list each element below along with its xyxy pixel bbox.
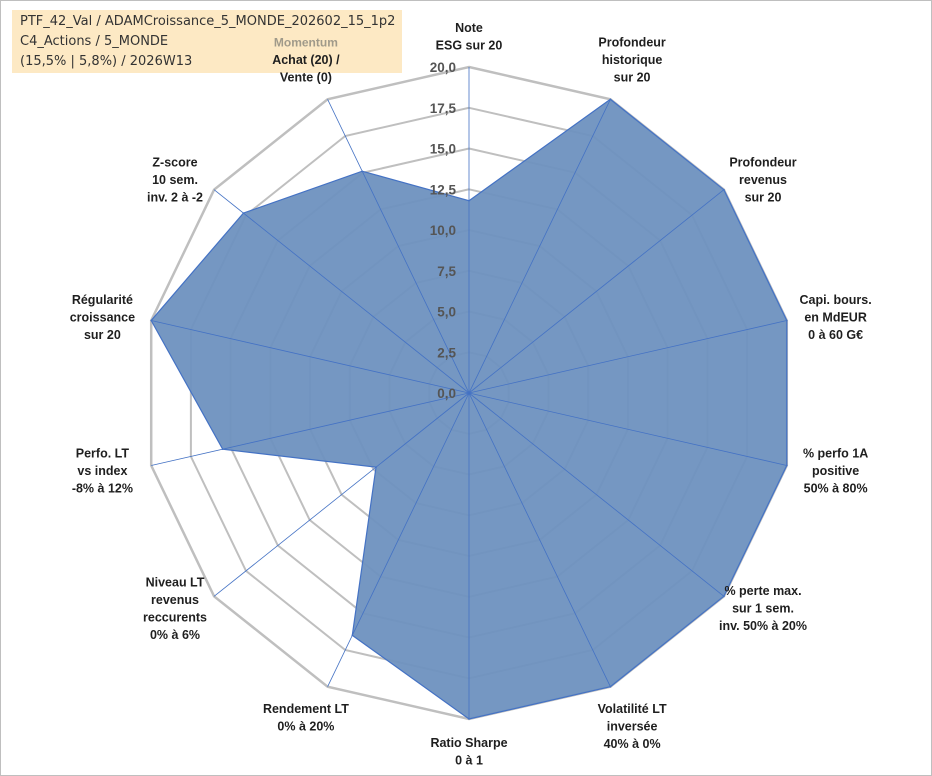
- category-label-line: Achat (20) /: [272, 53, 340, 67]
- category-label: Capi. bours. en MdEUR 0 à 60 G€: [799, 293, 871, 342]
- category-label-line: vs index: [77, 464, 127, 478]
- category-label: Perfo. LT vs index -8% à 12%: [72, 446, 133, 495]
- portfolio-name: PTF_42_Val / ADAMCroissance_5_MONDE_2026…: [20, 14, 396, 29]
- tick-label: 5,0: [437, 305, 456, 320]
- category-label-line: inv. 2 à -2: [147, 190, 203, 204]
- radar-tick-labels: 0,0 2,5 5,0 7,5 10,0 12,5 15,0 17,5 20,0: [430, 60, 457, 401]
- category-label-line: inversée: [607, 719, 658, 733]
- axis-spoke: [327, 392, 470, 687]
- category-label-line: Note: [455, 21, 483, 35]
- category-label: Niveau LT revenus reccurents 0% à 6%: [143, 576, 207, 643]
- portfolio-info-box: PTF_42_Val / ADAMCroissance_5_MONDE_2026…: [12, 10, 402, 73]
- category-label: Profondeur historique sur 20: [598, 36, 665, 85]
- axis-spoke: [468, 99, 611, 394]
- category-label-line: Ratio Sharpe: [430, 736, 507, 750]
- category-label-line: Niveau LT: [146, 576, 205, 590]
- category-label-line: Rendement LT: [263, 702, 349, 716]
- category-label-line: revenus: [739, 173, 787, 187]
- asset-class: C4_Actions / 5_MONDE: [20, 34, 169, 49]
- category-label: Note ESG sur 20: [436, 21, 503, 53]
- radar-category-labels: Note ESG sur 20 Profondeur historique sur 20…: [70, 21, 872, 768]
- category-label-line: sur 20: [745, 190, 782, 204]
- axis-spoke: [468, 320, 787, 394]
- category-tag: Momentum: [274, 36, 338, 50]
- category-label-line: Profondeur: [729, 155, 796, 169]
- axis-spoke: [468, 392, 725, 597]
- axis-spoke: [213, 392, 470, 597]
- category-label-line: Z-score: [152, 155, 197, 169]
- axis-spoke: [151, 392, 470, 466]
- category-label-line: % perfo 1A: [803, 446, 868, 460]
- category-label: Régularité croissance sur 20: [70, 293, 135, 342]
- category-label-line: sur 20: [84, 328, 121, 342]
- category-label-line: croissance: [70, 311, 135, 325]
- category-label-line: 10 sem.: [152, 173, 198, 187]
- category-label: Z-score 10 sem. inv. 2 à -2: [147, 155, 203, 204]
- category-label-line: inv. 50% à 20%: [719, 619, 807, 633]
- category-label-line: 0% à 20%: [277, 719, 334, 733]
- axis-spoke: [151, 320, 470, 394]
- category-label-line: -8% à 12%: [72, 481, 133, 495]
- category-label: Ratio Sharpe 0 à 1: [430, 736, 507, 768]
- category-label: % perte max. sur 1 sem. inv. 50% à 20%: [719, 584, 807, 633]
- tick-label: 17,5: [430, 101, 457, 116]
- category-label-line: Profondeur: [598, 36, 665, 50]
- category-label-line: 0 à 60 G€: [808, 328, 863, 342]
- category-label: Rendement LT 0% à 20%: [263, 702, 349, 734]
- performance-summary: (15,5% | 5,8%) / 2026W13: [20, 54, 193, 69]
- category-label-line: en MdEUR: [804, 311, 867, 325]
- tick-label: 0,0: [437, 386, 456, 401]
- tick-label: 2,5: [437, 345, 456, 360]
- tick-label: 7,5: [437, 264, 456, 279]
- category-label-line: sur 20: [614, 71, 651, 85]
- category-label-line: 0 à 1: [455, 754, 483, 768]
- category-label-line: Perfo. LT: [76, 446, 130, 460]
- category-label-line: 40% à 0%: [604, 737, 661, 751]
- category-label-line: positive: [812, 464, 859, 478]
- axis-spoke: [468, 189, 725, 394]
- category-label-line: 0% à 6%: [150, 628, 200, 642]
- category-label-line: sur 1 sem.: [732, 602, 794, 616]
- tick-label: 12,5: [430, 182, 457, 197]
- axis-spoke: [213, 189, 470, 394]
- tick-label: 20,0: [430, 60, 456, 75]
- axis-spoke: [468, 392, 787, 466]
- tick-label: 10,0: [430, 223, 456, 238]
- category-label-line: historique: [602, 53, 662, 67]
- radar-spokes: [151, 67, 787, 719]
- category-label-line: 50% à 80%: [804, 481, 868, 495]
- category-label: Profondeur revenus sur 20: [729, 155, 796, 204]
- category-label: % perfo 1A positive 50% à 80%: [803, 446, 868, 495]
- axis-spoke: [327, 99, 470, 394]
- category-label-line: Régularité: [72, 293, 133, 307]
- category-label-line: reccurents: [143, 611, 207, 625]
- tick-label: 15,0: [430, 142, 456, 157]
- category-label-line: revenus: [151, 593, 199, 607]
- category-label: Volatilité LT inversée 40% à 0%: [598, 702, 667, 751]
- category-label-line: % perte max.: [724, 584, 801, 598]
- axis-spoke: [468, 392, 611, 687]
- category-label-line: Vente (0): [280, 71, 332, 85]
- category-label-line: ESG sur 20: [436, 39, 503, 53]
- category-label: Momentum Achat (20) / Vente (0): [272, 36, 340, 85]
- category-label-line: Capi. bours.: [799, 293, 871, 307]
- category-label-line: Volatilité LT: [598, 702, 667, 716]
